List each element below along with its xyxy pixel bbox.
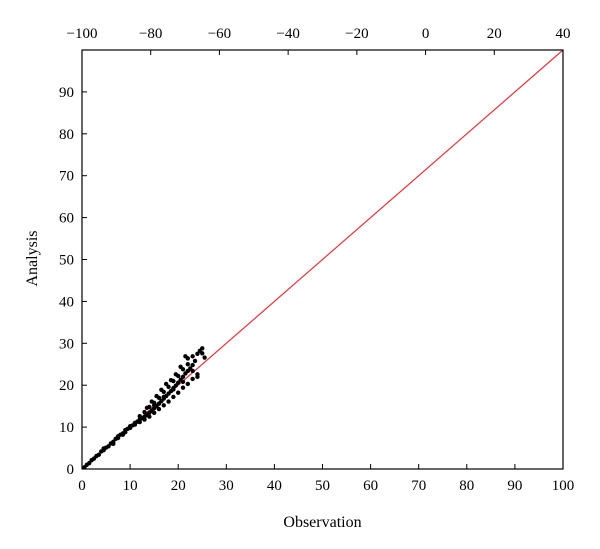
data-point [200, 346, 205, 351]
data-point [180, 385, 186, 390]
y-tick-label: 10 [59, 420, 74, 436]
data-point [178, 364, 183, 369]
data-point [111, 441, 116, 447]
data-point [185, 362, 191, 367]
x-tick-label: 50 [315, 478, 330, 494]
data-point [176, 380, 181, 385]
data-point [106, 444, 111, 449]
data-point [87, 460, 92, 466]
data-point [115, 434, 121, 439]
data-point [166, 399, 171, 404]
x-tick-label: 80 [459, 478, 474, 494]
x-tick-label: 60 [363, 478, 378, 494]
data-point [163, 381, 169, 387]
y-axis-title: Analysis [24, 231, 41, 287]
data-point [144, 405, 150, 411]
data-point [180, 374, 186, 380]
data-point [137, 419, 142, 425]
data-point [156, 406, 162, 412]
top-tick-label: 20 [487, 26, 502, 42]
data-point [149, 399, 154, 404]
x-tick-label: 100 [552, 478, 575, 494]
data-point [185, 381, 191, 387]
y-tick-label: 40 [59, 294, 74, 310]
data-point [171, 387, 176, 392]
top-tick-label: −20 [345, 26, 368, 42]
y-tick-label: 20 [59, 378, 74, 394]
data-point [101, 446, 106, 451]
data-points [82, 346, 207, 470]
data-point [202, 355, 207, 360]
top-axis: −100 −80 −60 −40 −20 0 20 40 [67, 26, 571, 55]
data-point [192, 358, 198, 364]
data-point [142, 417, 147, 422]
x-tick-label: 70 [411, 478, 426, 494]
data-point [190, 376, 195, 382]
x-tick-label: 0 [78, 478, 86, 494]
data-point [195, 351, 200, 356]
data-point [161, 394, 166, 400]
data-point [176, 390, 181, 395]
data-point [166, 384, 171, 390]
data-point [168, 377, 174, 383]
data-point [159, 387, 164, 393]
x-tick-label: 40 [267, 478, 282, 494]
data-point [171, 394, 176, 400]
y-tick-label: 70 [59, 169, 74, 185]
data-point [132, 422, 138, 427]
x-tick-label: 20 [171, 478, 186, 494]
x-tick-label: 90 [507, 478, 522, 494]
data-point [183, 354, 188, 359]
x-axis-title: Observation [283, 514, 361, 531]
data-point [161, 403, 166, 408]
data-point [137, 414, 142, 419]
data-point [200, 351, 205, 356]
y-tick-label: 60 [59, 211, 74, 227]
y-tick-label: 50 [59, 253, 74, 269]
top-tick-label: 0 [422, 26, 430, 42]
data-point [190, 368, 195, 374]
data-point [180, 379, 186, 385]
y-tick-label: 0 [67, 462, 75, 478]
data-point [190, 362, 195, 368]
y-axis: 0 10 20 30 40 50 60 70 80 90 [59, 85, 87, 478]
x-tick-label: 30 [219, 478, 234, 494]
data-point [195, 374, 200, 380]
top-tick-label: −100 [67, 26, 98, 42]
top-tick-label: −40 [276, 26, 299, 42]
y-tick-label: 30 [59, 336, 74, 352]
data-point [173, 372, 178, 377]
data-point [190, 354, 195, 359]
data-point [127, 425, 133, 431]
data-point [96, 452, 102, 457]
top-tick-label: −80 [139, 26, 162, 42]
data-point [147, 414, 152, 419]
data-point [154, 393, 159, 399]
data-point [142, 409, 147, 415]
x-axis: 0 10 20 30 40 50 60 70 80 90 100 [78, 464, 574, 494]
data-point [151, 410, 157, 416]
y-tick-label: 90 [59, 85, 74, 101]
top-tick-label: 40 [556, 26, 571, 42]
top-tick-label: −60 [208, 26, 231, 42]
data-point [151, 403, 157, 408]
x-tick-label: 10 [123, 478, 138, 494]
y-tick-label: 80 [59, 127, 74, 143]
data-point [120, 432, 126, 437]
data-point [173, 383, 178, 388]
